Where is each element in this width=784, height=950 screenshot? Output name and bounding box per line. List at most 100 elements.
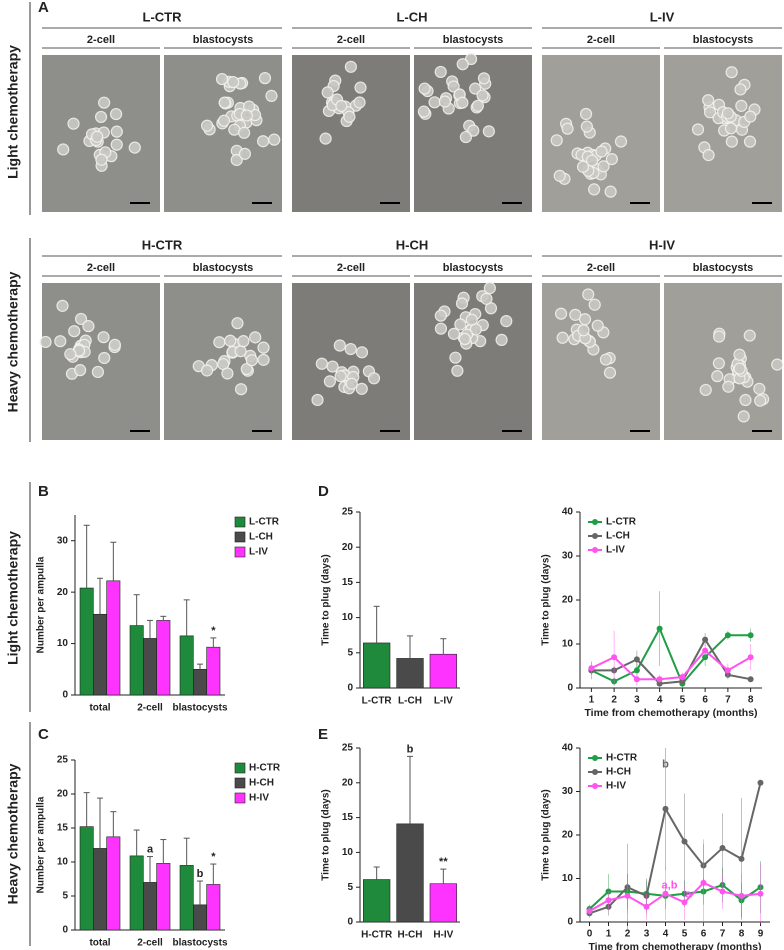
y-tick-label: 30 [57, 535, 69, 546]
legend-marker [592, 547, 598, 553]
embryo [580, 120, 593, 133]
embryo [614, 135, 628, 148]
embryo [91, 365, 105, 379]
embryo [265, 89, 278, 102]
embryo [451, 364, 464, 377]
embryo [234, 345, 247, 358]
embryo [323, 375, 336, 388]
x-tick-label: L-CH [398, 696, 422, 707]
embryo [578, 313, 592, 326]
embryo [200, 364, 214, 377]
embryo [249, 331, 262, 344]
embryo [68, 325, 81, 338]
y-tick-label: 0 [62, 690, 68, 701]
x-tick-label: H-CTR [361, 930, 393, 941]
legend-marker [592, 755, 598, 761]
point [700, 879, 707, 886]
embryo [744, 110, 757, 123]
point [702, 636, 709, 643]
x-axis-label: Time from chemotherapy (months) [588, 941, 761, 950]
embryo [561, 122, 574, 135]
y-tick-label: 25 [342, 507, 354, 518]
annotation: b [662, 758, 669, 770]
bar [156, 863, 171, 931]
embryo [428, 96, 441, 109]
embryo [725, 135, 738, 148]
series-line [588, 883, 762, 910]
embryo [454, 318, 467, 331]
embryo [733, 348, 746, 361]
embryo [455, 297, 469, 310]
series-line [589, 881, 761, 912]
x-tick-label: 4 [663, 929, 669, 940]
x-tick-label: total [89, 703, 110, 714]
embryo [737, 410, 750, 423]
group-title: H-IV [649, 237, 675, 252]
point [747, 676, 754, 683]
legend-swatch [234, 516, 246, 528]
y-tick-label: 20 [342, 777, 354, 788]
image-label: blastocysts [193, 262, 254, 274]
group-title: H-CH [396, 237, 429, 252]
bar [156, 620, 171, 696]
point [633, 667, 640, 674]
embryo [495, 333, 508, 346]
y-tick-label: 10 [57, 857, 69, 868]
legend-swatch [234, 762, 246, 774]
embryo [582, 288, 595, 301]
legend-marker [592, 769, 598, 775]
bar [193, 668, 207, 696]
point [681, 838, 688, 845]
point [656, 625, 663, 632]
y-tick-label: 25 [57, 755, 69, 766]
embryo [224, 334, 237, 347]
x-tick-label: 6 [702, 695, 708, 706]
point [702, 647, 709, 654]
legend-label: H-IV [606, 781, 626, 792]
embryo [237, 335, 250, 348]
x-tick-label: 8 [748, 695, 754, 706]
panel-label: A [38, 0, 49, 16]
bar [206, 646, 221, 696]
embryo [64, 348, 77, 361]
embryo [231, 317, 244, 330]
bar [179, 635, 194, 696]
bar [429, 653, 457, 689]
embryo [67, 117, 80, 130]
point [738, 892, 745, 899]
point [624, 892, 631, 899]
x-tick-label: 0 [587, 929, 593, 940]
embryo [595, 145, 608, 158]
point [586, 908, 593, 915]
image-label: blastocysts [193, 34, 254, 46]
embryo [98, 96, 111, 109]
x-tick-label: blastocysts [172, 703, 227, 714]
y-tick-label: 20 [342, 542, 354, 553]
embryo [725, 66, 738, 79]
embryo [54, 335, 67, 348]
group-title: H-CTR [142, 237, 183, 252]
point [633, 656, 640, 663]
annotation: * [211, 851, 216, 863]
embryo [227, 75, 240, 89]
embryo [556, 331, 569, 344]
embryo [321, 86, 334, 99]
embryo [724, 122, 738, 135]
embryo [343, 110, 356, 123]
legend-label: L-CH [606, 531, 630, 542]
embryo [599, 353, 613, 366]
legend-label: H-IV [249, 793, 269, 804]
point [662, 805, 669, 812]
embryo [734, 83, 747, 96]
image-label: blastocysts [443, 34, 504, 46]
embryo [554, 307, 568, 320]
embryo [257, 353, 270, 366]
y-tick-label: 0 [347, 683, 353, 694]
y-tick-label: 10 [57, 638, 69, 649]
embryo [334, 370, 347, 383]
x-tick-label: H-CH [398, 930, 423, 941]
y-tick-label: 0 [567, 683, 573, 694]
x-tick-label: blastocysts [172, 938, 227, 949]
embryo [57, 143, 70, 156]
